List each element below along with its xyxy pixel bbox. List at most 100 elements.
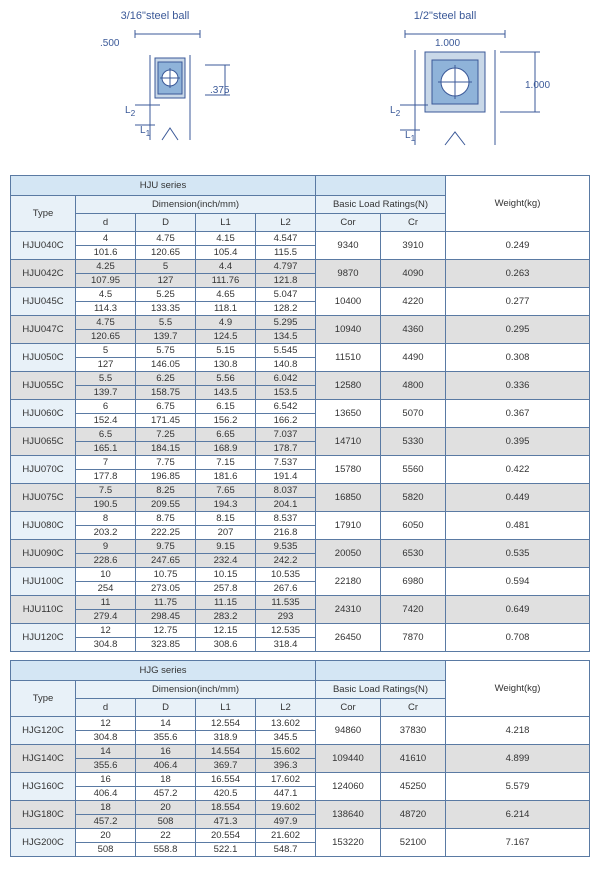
hjg-L2-header: L2 [256,699,316,717]
d2: 203.2 [76,526,136,540]
L1b: 156.2 [196,414,256,428]
D2: 247.65 [136,554,196,568]
L2a: 10.535 [256,568,316,582]
d2: 107.95 [76,274,136,288]
table-row: HJU100C1010.7510.1510.5352218069800.594 [11,568,590,582]
L2b: 345.5 [256,731,316,745]
hju-L1-header: L1 [196,214,256,232]
hju-cor-header: Cor [316,214,381,232]
D2: 139.7 [136,330,196,344]
D1: 4.75 [136,232,196,246]
L1b: 168.9 [196,442,256,456]
hju-D-header: D [136,214,196,232]
type-cell: HJG200C [11,829,76,857]
l1-label-right: L1 [405,130,415,143]
cr: 6050 [381,512,446,540]
table-row: HJU120C1212.7512.1512.5352645078700.708 [11,624,590,638]
L1a: 16.554 [196,773,256,787]
D2: 196.85 [136,470,196,484]
L2a: 7.537 [256,456,316,470]
cor: 153220 [316,829,381,857]
hju-type-header: Type [11,196,76,232]
table-row: HJU110C1111.7511.1511.5352431074200.649 [11,596,590,610]
d2: 139.7 [76,386,136,400]
L1b: 420.5 [196,787,256,801]
weight: 0.535 [446,540,590,568]
D2: 558.8 [136,843,196,857]
L1b: 124.5 [196,330,256,344]
L2a: 6.542 [256,400,316,414]
hju-L2-header: L2 [256,214,316,232]
L2a: 4.797 [256,260,316,274]
table-row: HJU055C5.56.255.566.0421258048000.336 [11,372,590,386]
type-cell: HJU070C [11,456,76,484]
L2a: 5.295 [256,316,316,330]
hju-body: HJU040C44.754.154.547934039100.249101.61… [11,232,590,652]
table-row: HJU090C99.759.159.5352005065300.535 [11,540,590,554]
cr: 3910 [381,232,446,260]
d2: 304.8 [76,731,136,745]
L2b: 447.1 [256,787,316,801]
cr: 5070 [381,400,446,428]
D2: 273.05 [136,582,196,596]
D1: 14 [136,717,196,731]
L1b: 283.2 [196,610,256,624]
d1: 4.5 [76,288,136,302]
weight: 0.308 [446,344,590,372]
weight: 7.167 [446,829,590,857]
table-row: HJU040C44.754.154.547934039100.249 [11,232,590,246]
L2b: 548.7 [256,843,316,857]
hju-table: HJU seriesWeight(kg) Type Dimension(inch… [10,175,590,652]
L2a: 8.537 [256,512,316,526]
L2a: 15.602 [256,745,316,759]
d1: 7 [76,456,136,470]
hjg-d-header: d [76,699,136,717]
weight: 0.263 [446,260,590,288]
table-row: HJG140C141614.55415.602109440416104.899 [11,745,590,759]
hjg-L1-header: L1 [196,699,256,717]
d2: 457.2 [76,815,136,829]
D1: 8.25 [136,484,196,498]
weight: 4.899 [446,745,590,773]
d1: 12 [76,624,136,638]
cor: 16850 [316,484,381,512]
cr: 6530 [381,540,446,568]
d1: 5.5 [76,372,136,386]
L1a: 20.554 [196,829,256,843]
d2: 190.5 [76,498,136,512]
L1a: 8.15 [196,512,256,526]
L1a: 4.15 [196,232,256,246]
cr: 48720 [381,801,446,829]
L2b: 216.8 [256,526,316,540]
type-cell: HJU040C [11,232,76,260]
L2a: 12.535 [256,624,316,638]
d2: 127 [76,358,136,372]
table-row: HJU075C7.58.257.658.0371685058200.449 [11,484,590,498]
table-row: HJG160C161816.55417.602124060452505.579 [11,773,590,787]
weight: 0.395 [446,428,590,456]
type-cell: HJU080C [11,512,76,540]
L1b: 232.4 [196,554,256,568]
L2a: 8.037 [256,484,316,498]
l1-label-left: L1 [140,125,150,138]
L2b: 191.4 [256,470,316,484]
cr: 52100 [381,829,446,857]
cor: 109440 [316,745,381,773]
cr: 4090 [381,260,446,288]
weight: 0.594 [446,568,590,596]
hju-dim-header: Dimension(inch/mm) [76,196,316,214]
d1: 6.5 [76,428,136,442]
L1b: 207 [196,526,256,540]
weight: 0.481 [446,512,590,540]
type-cell: HJU047C [11,316,76,344]
L1b: 318.9 [196,731,256,745]
L1b: 118.1 [196,302,256,316]
D2: 406.4 [136,759,196,773]
type-cell: HJU055C [11,372,76,400]
D1: 18 [136,773,196,787]
L2b: 115.5 [256,246,316,260]
type-cell: HJU045C [11,288,76,316]
table-row: HJU060C66.756.156.5421365050700.367 [11,400,590,414]
table-row: HJU080C88.758.158.5371791060500.481 [11,512,590,526]
diagrams-section: 3/16"steel ball .500 .375 L2 L1 [10,10,590,160]
